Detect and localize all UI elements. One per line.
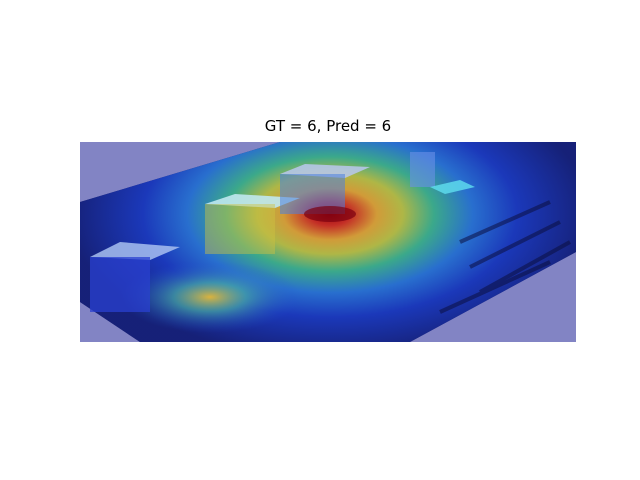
heatmap-overlay-image [80, 142, 576, 342]
box-right [410, 152, 475, 194]
figure-title: GT = 6, Pred = 6 [264, 117, 392, 135]
box-top [280, 164, 370, 214]
box-middle [205, 194, 300, 254]
box-left [90, 242, 180, 312]
heatmap-hotspot [304, 206, 356, 222]
